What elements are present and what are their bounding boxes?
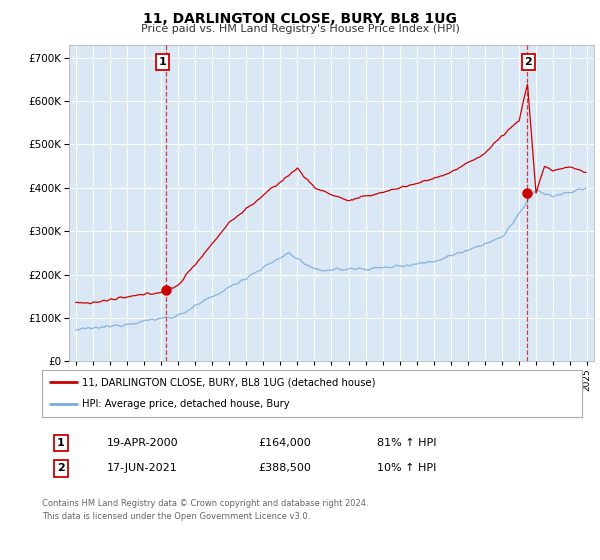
Text: 17-JUN-2021: 17-JUN-2021	[107, 464, 178, 473]
Text: 19-APR-2000: 19-APR-2000	[107, 438, 178, 448]
Text: 1: 1	[57, 438, 65, 448]
Text: Price paid vs. HM Land Registry's House Price Index (HPI): Price paid vs. HM Land Registry's House …	[140, 24, 460, 34]
Text: 10% ↑ HPI: 10% ↑ HPI	[377, 464, 436, 473]
Text: 11, DARLINGTON CLOSE, BURY, BL8 1UG: 11, DARLINGTON CLOSE, BURY, BL8 1UG	[143, 12, 457, 26]
Text: 81% ↑ HPI: 81% ↑ HPI	[377, 438, 436, 448]
Text: £388,500: £388,500	[258, 464, 311, 473]
Text: £164,000: £164,000	[258, 438, 311, 448]
Text: This data is licensed under the Open Government Licence v3.0.: This data is licensed under the Open Gov…	[42, 512, 310, 521]
Text: 2: 2	[524, 57, 532, 67]
Text: HPI: Average price, detached house, Bury: HPI: Average price, detached house, Bury	[83, 399, 290, 409]
Text: 2: 2	[57, 464, 65, 473]
Text: 11, DARLINGTON CLOSE, BURY, BL8 1UG (detached house): 11, DARLINGTON CLOSE, BURY, BL8 1UG (det…	[83, 377, 376, 388]
Text: 1: 1	[159, 57, 166, 67]
Text: Contains HM Land Registry data © Crown copyright and database right 2024.: Contains HM Land Registry data © Crown c…	[42, 499, 368, 508]
